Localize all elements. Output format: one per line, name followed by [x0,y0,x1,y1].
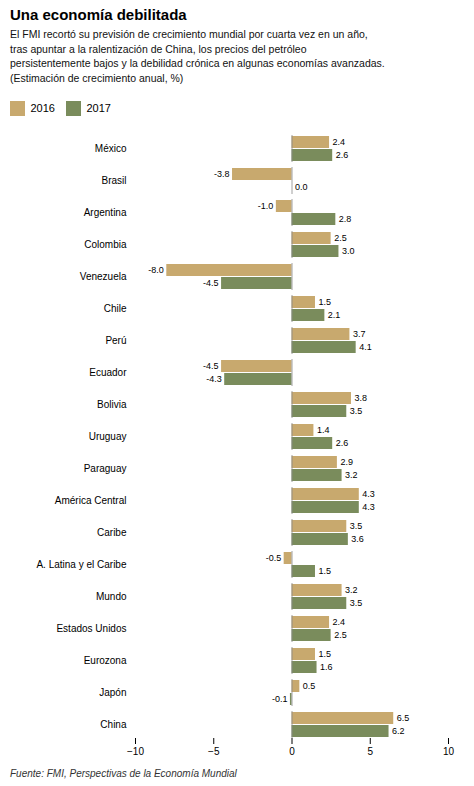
svg-text:2.6: 2.6 [336,151,349,161]
svg-text:-4.3: -4.3 [206,375,222,385]
svg-text:6.2: 6.2 [392,727,405,737]
svg-text:Mundo: Mundo [96,591,127,602]
svg-text:Ecuador: Ecuador [89,367,127,378]
svg-text:América Central: América Central [55,495,127,506]
html-text:Una economía debilitada: Una economía debilitada [10,6,187,23]
svg-text:1.5: 1.5 [318,650,331,660]
svg-text:1.5: 1.5 [318,298,331,308]
svg-text:0.5: 0.5 [303,682,316,692]
svg-text:Argentina: Argentina [84,207,127,218]
svg-text:-0.5: -0.5 [266,554,282,564]
svg-text:China: China [100,719,127,730]
svg-text:2.6: 2.6 [336,439,349,449]
html-text:El FMI recortó su previsión de: El FMI recortó su previsión de crecimien… [10,28,385,85]
svg-text:3.2: 3.2 [345,471,358,481]
svg-text:México: México [95,143,127,154]
svg-text:10: 10 [443,746,455,757]
svg-text:0: 0 [289,746,295,757]
html-text:2016: 2016 [30,102,55,115]
svg-text:2.9: 2.9 [340,458,353,468]
svg-text:Brasil: Brasil [101,175,126,186]
svg-text:-3.8: -3.8 [214,170,230,180]
svg-text:Paraguay: Paraguay [84,463,127,474]
svg-text:-4.5: -4.5 [203,279,219,289]
svg-text:−10: −10 [127,746,144,757]
svg-text:−5: −5 [208,746,220,757]
svg-text:-1.0: -1.0 [258,202,274,212]
svg-text:2.4: 2.4 [333,618,346,628]
svg-text:2.1: 2.1 [328,311,341,321]
svg-text:-4.5: -4.5 [203,362,219,372]
svg-text:3.6: 3.6 [351,535,364,545]
svg-text:Bolivia: Bolivia [97,399,127,410]
svg-text:-0.1: -0.1 [272,695,288,705]
svg-text:Caribe: Caribe [97,527,127,538]
svg-text:5: 5 [367,746,373,757]
svg-text:6.5: 6.5 [397,714,410,724]
svg-text:Chile: Chile [104,303,127,314]
svg-text:1.5: 1.5 [318,567,331,577]
svg-text:2.5: 2.5 [334,234,347,244]
svg-text:4.3: 4.3 [362,503,375,513]
svg-text:Japón: Japón [99,687,126,698]
svg-text:3.7: 3.7 [353,330,366,340]
html-text:Fuente: FMI, Perspectivas de l: Fuente: FMI, Perspectivas de la Economía… [10,768,237,780]
svg-text:3.5: 3.5 [350,522,363,532]
svg-text:3.0: 3.0 [342,247,355,257]
svg-text:Perú: Perú [105,335,126,346]
svg-text:3.2: 3.2 [345,586,358,596]
svg-text:3.5: 3.5 [350,407,363,417]
svg-text:2.8: 2.8 [339,215,352,225]
svg-text:3.5: 3.5 [350,599,363,609]
svg-text:0.0: 0.0 [295,183,308,193]
svg-text:Colombia: Colombia [84,239,127,250]
svg-text:A. Latina y el Caribe: A. Latina y el Caribe [36,559,126,570]
svg-text:1.4: 1.4 [317,426,330,436]
svg-text:Estados Unidos: Estados Unidos [56,623,126,634]
svg-text:4.3: 4.3 [362,490,375,500]
svg-text:Venezuela: Venezuela [80,271,127,282]
svg-text:2.5: 2.5 [334,631,347,641]
svg-text:-8.0: -8.0 [148,266,164,276]
html-text:2017: 2017 [86,102,111,115]
svg-text:3.8: 3.8 [354,394,367,404]
svg-text:Uruguay: Uruguay [89,431,127,442]
svg-text:Eurozona: Eurozona [84,655,127,666]
svg-text:2.4: 2.4 [333,138,346,148]
svg-text:1.6: 1.6 [320,663,333,673]
svg-text:4.1: 4.1 [359,343,372,353]
